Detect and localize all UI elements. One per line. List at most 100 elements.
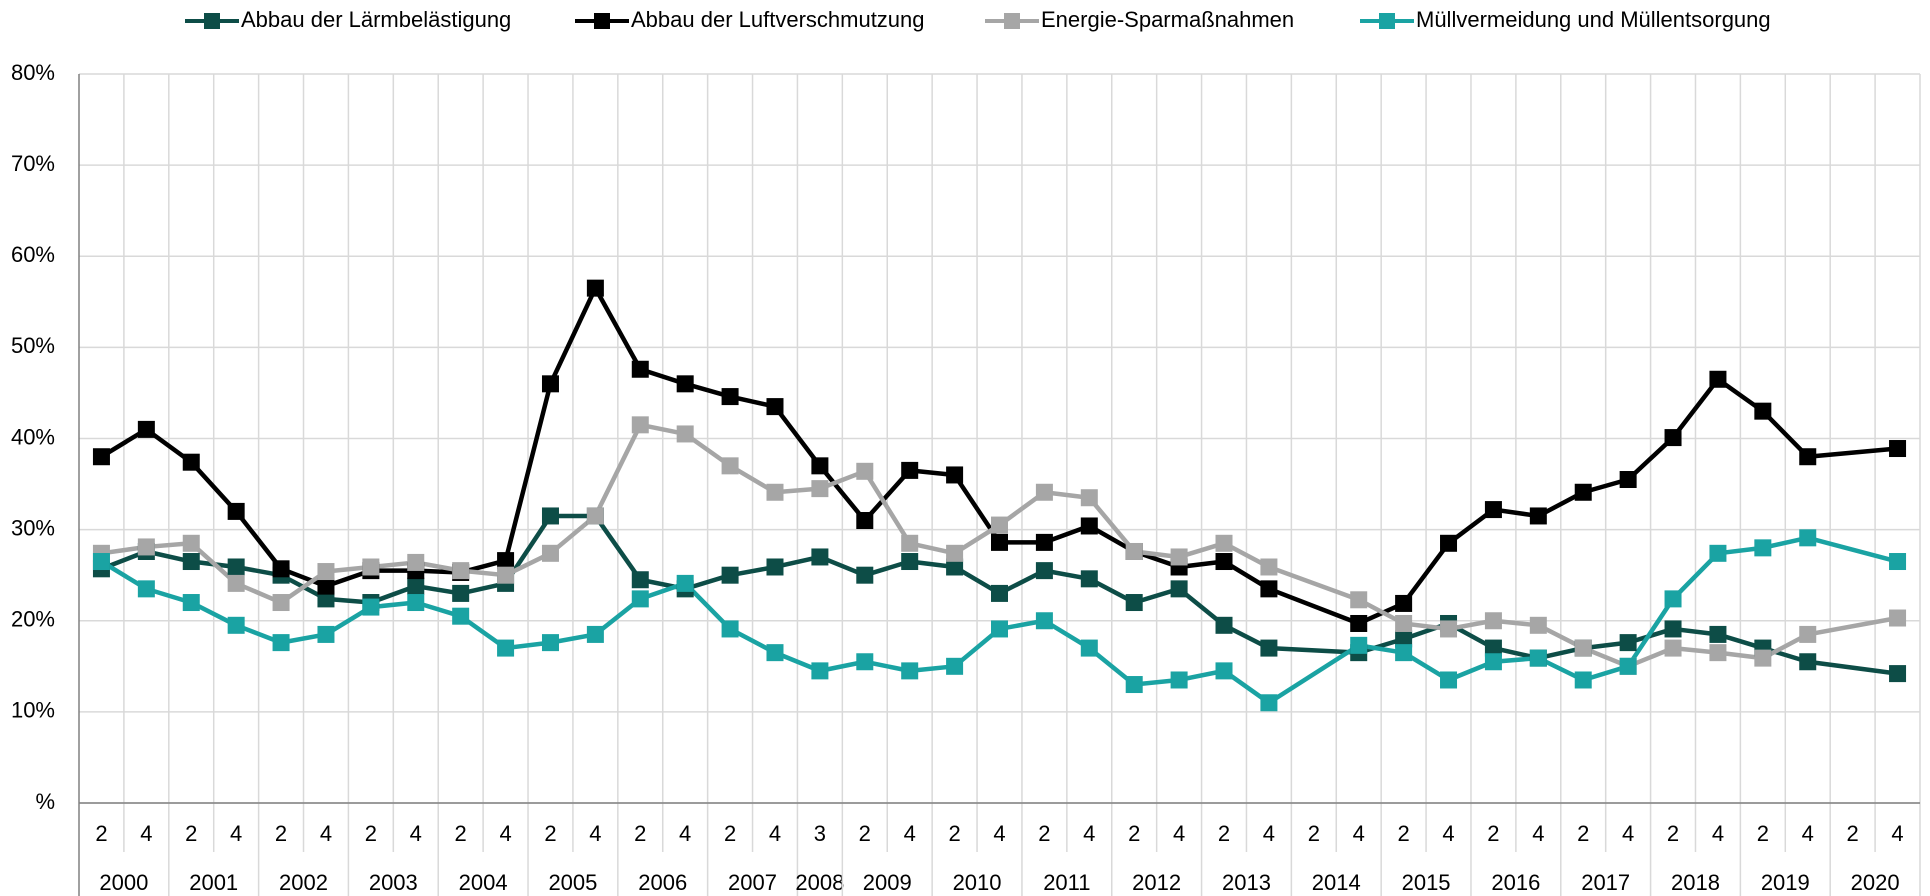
- series-marker: [991, 533, 1008, 551]
- series-marker: [1574, 639, 1592, 657]
- x-tick-label: 2: [1757, 821, 1769, 846]
- x-tick-label: 2: [948, 821, 960, 846]
- series-segment: [1266, 643, 1361, 706]
- series-marker: [811, 662, 829, 680]
- x-group-label: 2013: [1222, 870, 1271, 895]
- series-marker: [586, 507, 604, 525]
- x-tick-label: 2: [1308, 821, 1320, 846]
- series-marker: [541, 544, 559, 562]
- series-marker: [631, 590, 649, 608]
- series-marker: [1889, 665, 1907, 683]
- series-segment: [1805, 535, 1900, 564]
- series-marker: [901, 461, 919, 479]
- series-marker: [631, 571, 649, 589]
- x-group-label: 2015: [1402, 870, 1451, 895]
- series-marker: [766, 644, 784, 662]
- x-tick-label: 4: [1083, 821, 1095, 846]
- series-marker: [1260, 580, 1278, 598]
- series-marker: [1664, 429, 1682, 447]
- series-marker: [1080, 570, 1098, 588]
- x-tick-label: 2: [1397, 821, 1409, 846]
- series-marker: [272, 634, 290, 652]
- series-marker: [497, 639, 515, 657]
- x-tick-label: 2: [275, 821, 287, 846]
- x-tick-label: 4: [1712, 821, 1724, 846]
- series-marker: [721, 457, 739, 475]
- series-marker: [1395, 644, 1413, 662]
- x-tick-label: 4: [499, 821, 511, 846]
- series-marker: [1754, 539, 1772, 557]
- x-tick-label: 2: [95, 821, 107, 846]
- series-segment: [772, 404, 823, 469]
- series-marker: [317, 625, 335, 643]
- y-tick-label: 70%: [11, 151, 55, 176]
- series-marker: [1574, 671, 1592, 689]
- x-tick-label: 2: [1487, 821, 1499, 846]
- series-marker: [1170, 671, 1188, 689]
- series-marker: [721, 620, 739, 638]
- x-tick-label: 2: [365, 821, 377, 846]
- x-tick-label: 4: [1532, 821, 1544, 846]
- series-marker: [1529, 649, 1547, 667]
- series-marker: [1664, 639, 1682, 657]
- series-marker: [182, 594, 200, 612]
- series-marker: [227, 616, 245, 634]
- series-segment: [1266, 564, 1361, 603]
- series-marker: [1709, 370, 1727, 388]
- series-marker: [1215, 662, 1233, 680]
- x-tick-label: 4: [140, 821, 152, 846]
- legend-marker: [204, 13, 220, 29]
- x-tick-label: 2: [1038, 821, 1050, 846]
- series-marker: [1799, 625, 1817, 643]
- x-group-label: 2014: [1312, 870, 1361, 895]
- x-tick-label: 2: [1667, 821, 1679, 846]
- series-marker: [137, 420, 155, 438]
- series-marker: [452, 607, 470, 625]
- series-marker: [676, 574, 694, 592]
- y-tick-label: 60%: [11, 242, 55, 267]
- series-marker: [1260, 694, 1278, 712]
- series-marker: [811, 480, 829, 498]
- series-marker: [1350, 591, 1368, 609]
- series-marker: [272, 560, 290, 578]
- series-segment: [862, 469, 912, 546]
- series-marker: [452, 562, 470, 580]
- series-segment: [1805, 659, 1900, 676]
- y-tick-label: 20%: [11, 607, 55, 632]
- series-marker: [1619, 634, 1637, 652]
- x-tick-label: 2: [1577, 821, 1589, 846]
- series-marker: [1125, 676, 1143, 694]
- series-marker: [1395, 630, 1413, 648]
- series-marker: [631, 416, 649, 434]
- series-marker: [1215, 553, 1233, 571]
- x-group-label: 2005: [548, 870, 597, 895]
- series-marker: [1754, 649, 1772, 667]
- x-tick-label: 2: [1847, 821, 1859, 846]
- series-marker: [272, 594, 290, 612]
- x-group-label: 2019: [1761, 870, 1810, 895]
- series-marker: [946, 544, 964, 562]
- series-marker: [1125, 542, 1143, 560]
- series-marker: [1754, 402, 1772, 420]
- series-marker: [1215, 534, 1233, 552]
- series-marker: [92, 448, 110, 466]
- series-marker: [1799, 653, 1817, 671]
- series-marker: [1395, 614, 1413, 632]
- series-marker: [586, 279, 604, 297]
- y-tick-label: %: [35, 789, 55, 814]
- x-group-label: 2011: [1043, 870, 1090, 895]
- series-segment: [1401, 541, 1451, 606]
- series-marker: [317, 577, 335, 595]
- x-tick-label: 4: [589, 821, 601, 846]
- series-segment: [548, 285, 598, 387]
- series-marker: [901, 534, 919, 552]
- series-marker: [1484, 653, 1502, 671]
- x-tick-label: 2: [185, 821, 197, 846]
- series-marker: [1260, 639, 1278, 657]
- x-tick-label: 4: [1263, 821, 1275, 846]
- series-segment: [817, 463, 868, 523]
- series-marker: [1125, 594, 1143, 612]
- y-tick-label: 10%: [11, 698, 55, 723]
- legend-marker: [1004, 13, 1020, 29]
- series-marker: [1440, 534, 1458, 552]
